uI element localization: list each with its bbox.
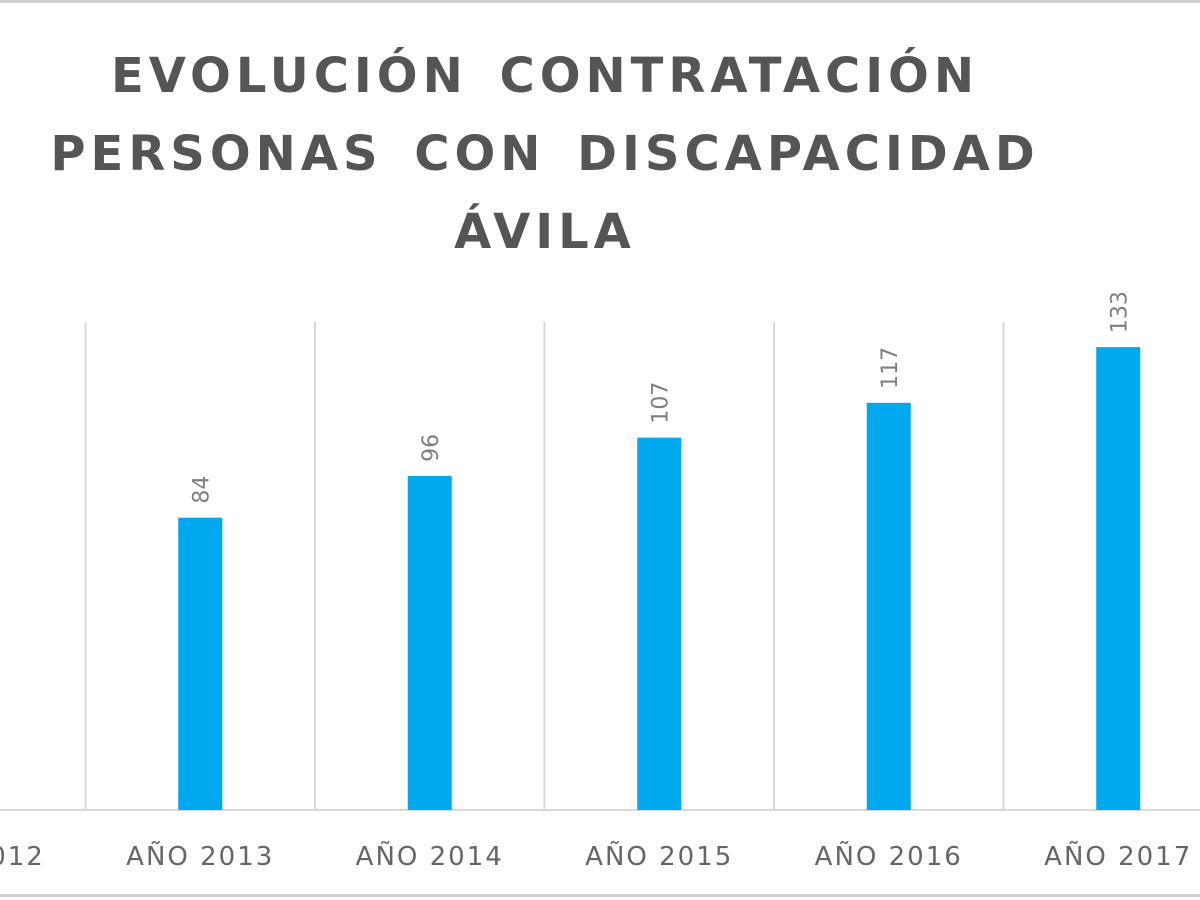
bar bbox=[178, 517, 223, 810]
bar bbox=[866, 402, 911, 810]
data-label: 96 bbox=[419, 434, 444, 462]
category-label: AÑO 2014 bbox=[356, 840, 504, 872]
frame-border-bottom bbox=[0, 894, 1200, 897]
data-label: 133 bbox=[1107, 291, 1132, 333]
data-label: 107 bbox=[648, 382, 673, 424]
category-label: AÑO 2013 bbox=[126, 840, 274, 872]
category-label: AÑO 2015 bbox=[585, 840, 733, 872]
frame-border-top bbox=[0, 0, 1200, 3]
data-label: 84 bbox=[189, 476, 214, 504]
bar bbox=[1096, 347, 1141, 810]
chart-title-line-1: EVOLUCIÓN CONTRATACIÓN bbox=[110, 48, 980, 104]
category-label: AÑO 2012 bbox=[0, 840, 45, 872]
chart-title-line-3: ÁVILA bbox=[454, 204, 636, 260]
chart-title-line-2: PERSONAS CON DISCAPACIDAD bbox=[50, 126, 1040, 182]
bar bbox=[407, 475, 452, 810]
category-label: AÑO 2017 bbox=[1044, 840, 1192, 872]
category-label: AÑO 2016 bbox=[815, 840, 963, 872]
bar bbox=[637, 437, 682, 810]
data-label: 117 bbox=[878, 347, 903, 389]
